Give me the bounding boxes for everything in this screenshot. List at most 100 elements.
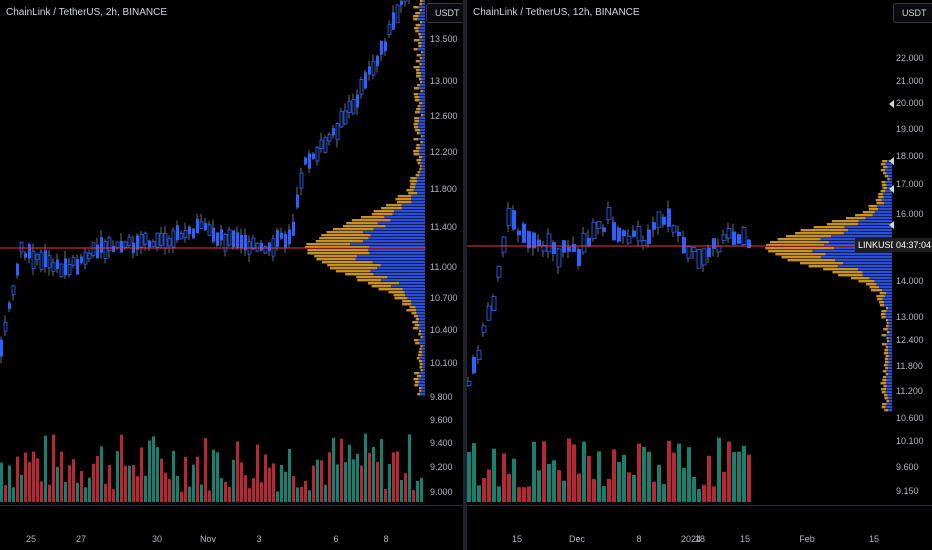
volume-profile-bar bbox=[391, 285, 425, 288]
candle bbox=[112, 245, 115, 252]
volume-bar bbox=[116, 451, 119, 502]
right-chart-pane[interactable]: ChainLink / TetherUS, 12h, BINANCE USDT … bbox=[467, 0, 932, 550]
volume-profile-bar bbox=[795, 232, 844, 235]
volume-bar bbox=[502, 453, 506, 502]
candle bbox=[339, 110, 344, 128]
volume-profile-bar bbox=[380, 264, 425, 267]
price-tick: 9.200 bbox=[430, 462, 453, 472]
volume-profile-bar bbox=[883, 196, 892, 199]
volume-profile-bar bbox=[887, 394, 892, 397]
volume-bar bbox=[156, 447, 159, 502]
volume-profile-bar bbox=[886, 385, 892, 388]
volume-bar bbox=[260, 482, 263, 502]
volume-profile-bar bbox=[420, 108, 425, 111]
candle bbox=[332, 128, 335, 136]
volume-profile-bar bbox=[881, 313, 886, 316]
volume-bar bbox=[340, 438, 343, 502]
volume-profile-bar bbox=[419, 60, 425, 63]
volume-profile-bar bbox=[844, 226, 892, 229]
volume-profile-bar bbox=[412, 327, 419, 330]
volume-profile-bar bbox=[414, 96, 420, 99]
volume-profile-bar bbox=[419, 66, 425, 69]
price-alert-marker-icon[interactable] bbox=[889, 185, 894, 193]
time-tick: Dec bbox=[568, 534, 586, 544]
volume-profile-bar bbox=[419, 153, 425, 156]
volume-profile-bar bbox=[885, 391, 892, 394]
volume-profile-bar bbox=[413, 189, 425, 192]
volume-bar bbox=[356, 453, 359, 502]
volume-bar bbox=[232, 459, 235, 502]
volume-bar bbox=[477, 485, 481, 502]
candle bbox=[183, 230, 188, 239]
volume-profile-bar bbox=[422, 51, 425, 54]
volume-bar bbox=[88, 477, 91, 502]
right-currency-button[interactable]: USDT bbox=[893, 3, 932, 23]
candle bbox=[682, 237, 686, 254]
volume-profile-bar bbox=[388, 291, 405, 294]
price-alert-marker-icon[interactable] bbox=[889, 100, 894, 108]
volume-profile-bar bbox=[858, 280, 875, 283]
volume-profile-bar bbox=[346, 222, 378, 225]
volume-profile-bar bbox=[342, 225, 386, 228]
volume-profile-bar bbox=[419, 366, 423, 369]
volume-bar bbox=[396, 451, 399, 502]
volume-profile-bar bbox=[415, 186, 425, 189]
left-price-chart[interactable] bbox=[0, 0, 463, 550]
volume-profile-bar bbox=[879, 292, 887, 295]
volume-profile-bar bbox=[422, 90, 425, 93]
candle bbox=[343, 110, 348, 125]
volume-bar bbox=[236, 441, 239, 502]
volume-profile-bar bbox=[415, 30, 419, 33]
volume-bar bbox=[467, 451, 471, 502]
volume-profile-bar bbox=[413, 27, 419, 30]
volume-bar bbox=[132, 464, 135, 502]
volume-profile-bar bbox=[417, 180, 425, 183]
volume-profile-bar bbox=[360, 216, 385, 219]
candle bbox=[667, 208, 671, 227]
candle bbox=[51, 262, 56, 272]
volume-bar bbox=[176, 475, 179, 502]
volume-profile-bar bbox=[831, 235, 892, 238]
volume-profile-bar bbox=[414, 372, 419, 375]
price-alert-marker-icon[interactable] bbox=[889, 221, 894, 229]
volume-profile-bar bbox=[413, 138, 419, 141]
volume-profile-bar bbox=[888, 361, 892, 364]
volume-bar bbox=[712, 486, 716, 502]
volume-profile-bar bbox=[413, 87, 420, 90]
candle bbox=[371, 61, 376, 76]
volume-profile-bar bbox=[413, 15, 419, 18]
volume-bar bbox=[184, 456, 187, 502]
pane-divider[interactable] bbox=[463, 0, 467, 550]
candle bbox=[506, 208, 512, 226]
volume-profile-bar bbox=[886, 370, 892, 373]
price-alert-marker-icon[interactable] bbox=[889, 157, 894, 165]
volume-profile-bar bbox=[414, 324, 420, 327]
candle bbox=[647, 229, 651, 244]
left-chart-pane[interactable]: ChainLink / TetherUS, 2h, BINANCE USDT 1… bbox=[0, 0, 469, 550]
candle bbox=[163, 233, 168, 249]
volume-profile-bar bbox=[837, 265, 892, 268]
candle bbox=[707, 247, 711, 257]
volume-bar bbox=[677, 443, 681, 502]
volume-profile-bar bbox=[418, 126, 425, 129]
candle bbox=[47, 255, 52, 269]
volume-profile-bar bbox=[420, 135, 423, 138]
price-tick: 9.400 bbox=[430, 438, 453, 448]
candle bbox=[552, 242, 556, 255]
volume-profile-bar bbox=[885, 181, 892, 184]
candle bbox=[467, 380, 472, 387]
price-tick: 17.000 bbox=[896, 179, 924, 189]
candle bbox=[59, 263, 64, 277]
time-tick: 8 bbox=[383, 534, 389, 544]
volume-bar bbox=[296, 487, 299, 502]
volume-profile-bar bbox=[781, 256, 821, 259]
time-tick: 15 bbox=[511, 534, 523, 544]
right-price-chart[interactable] bbox=[467, 0, 932, 550]
volume-profile-bar bbox=[419, 120, 425, 123]
volume-bar bbox=[747, 454, 751, 502]
volume-profile-bar bbox=[799, 262, 844, 265]
volume-bar bbox=[248, 488, 251, 502]
volume-profile-bar bbox=[421, 159, 425, 162]
candle bbox=[232, 230, 235, 248]
volume-profile-bar bbox=[422, 351, 425, 354]
